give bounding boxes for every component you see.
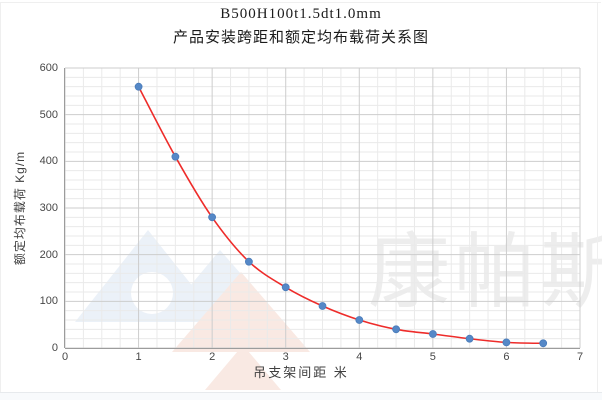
x-tick-label: 6 [503, 351, 510, 363]
y-tick-label: 100 [39, 295, 58, 308]
x-axis-title: 吊支架间距 米 [253, 365, 349, 380]
data-point-marker [208, 213, 217, 222]
x-tick-label: 5 [429, 351, 436, 363]
y-tick-label: 300 [39, 202, 58, 214]
y-tick-label: 500 [39, 108, 58, 121]
x-tick-label: 3 [282, 351, 289, 363]
data-point-marker [539, 339, 548, 348]
y-tick-label: 600 [39, 62, 58, 74]
data-point-marker [281, 283, 290, 292]
y-tick-label: 400 [39, 155, 58, 168]
x-tick-label: 2 [209, 351, 216, 363]
x-tick-label: 0 [61, 351, 69, 363]
data-points [134, 82, 548, 348]
chart-title-subtitle: 产品安装跨距和额定均布载荷关系图 [172, 30, 429, 46]
x-tick-label: 7 [576, 351, 584, 363]
watermark-text: 康帕斯 [368, 227, 602, 318]
data-point-marker [355, 316, 364, 324]
card-left-border [0, 2, 1, 392]
x-tick-label: 4 [356, 351, 363, 363]
y-tick-label: 200 [39, 248, 58, 261]
data-point-marker [171, 152, 180, 161]
x-tick-label: 1 [135, 351, 142, 363]
data-point-marker [134, 82, 143, 91]
card-right-border [597, 2, 598, 392]
data-point-marker [318, 302, 327, 310]
axis-lines [64, 68, 580, 349]
data-point-marker [465, 334, 474, 343]
data-point-marker [502, 338, 511, 347]
page-bottom-edge [0, 392, 602, 400]
data-point-marker [392, 325, 401, 334]
card-top-border [1, 2, 601, 3]
data-point-marker [428, 330, 437, 338]
data-point-marker [244, 257, 253, 266]
chart-title-model: B500H100t1.5dt1.0mm [220, 6, 382, 22]
y-tick-label: 0 [51, 342, 58, 354]
watermark-logo [75, 230, 310, 390]
